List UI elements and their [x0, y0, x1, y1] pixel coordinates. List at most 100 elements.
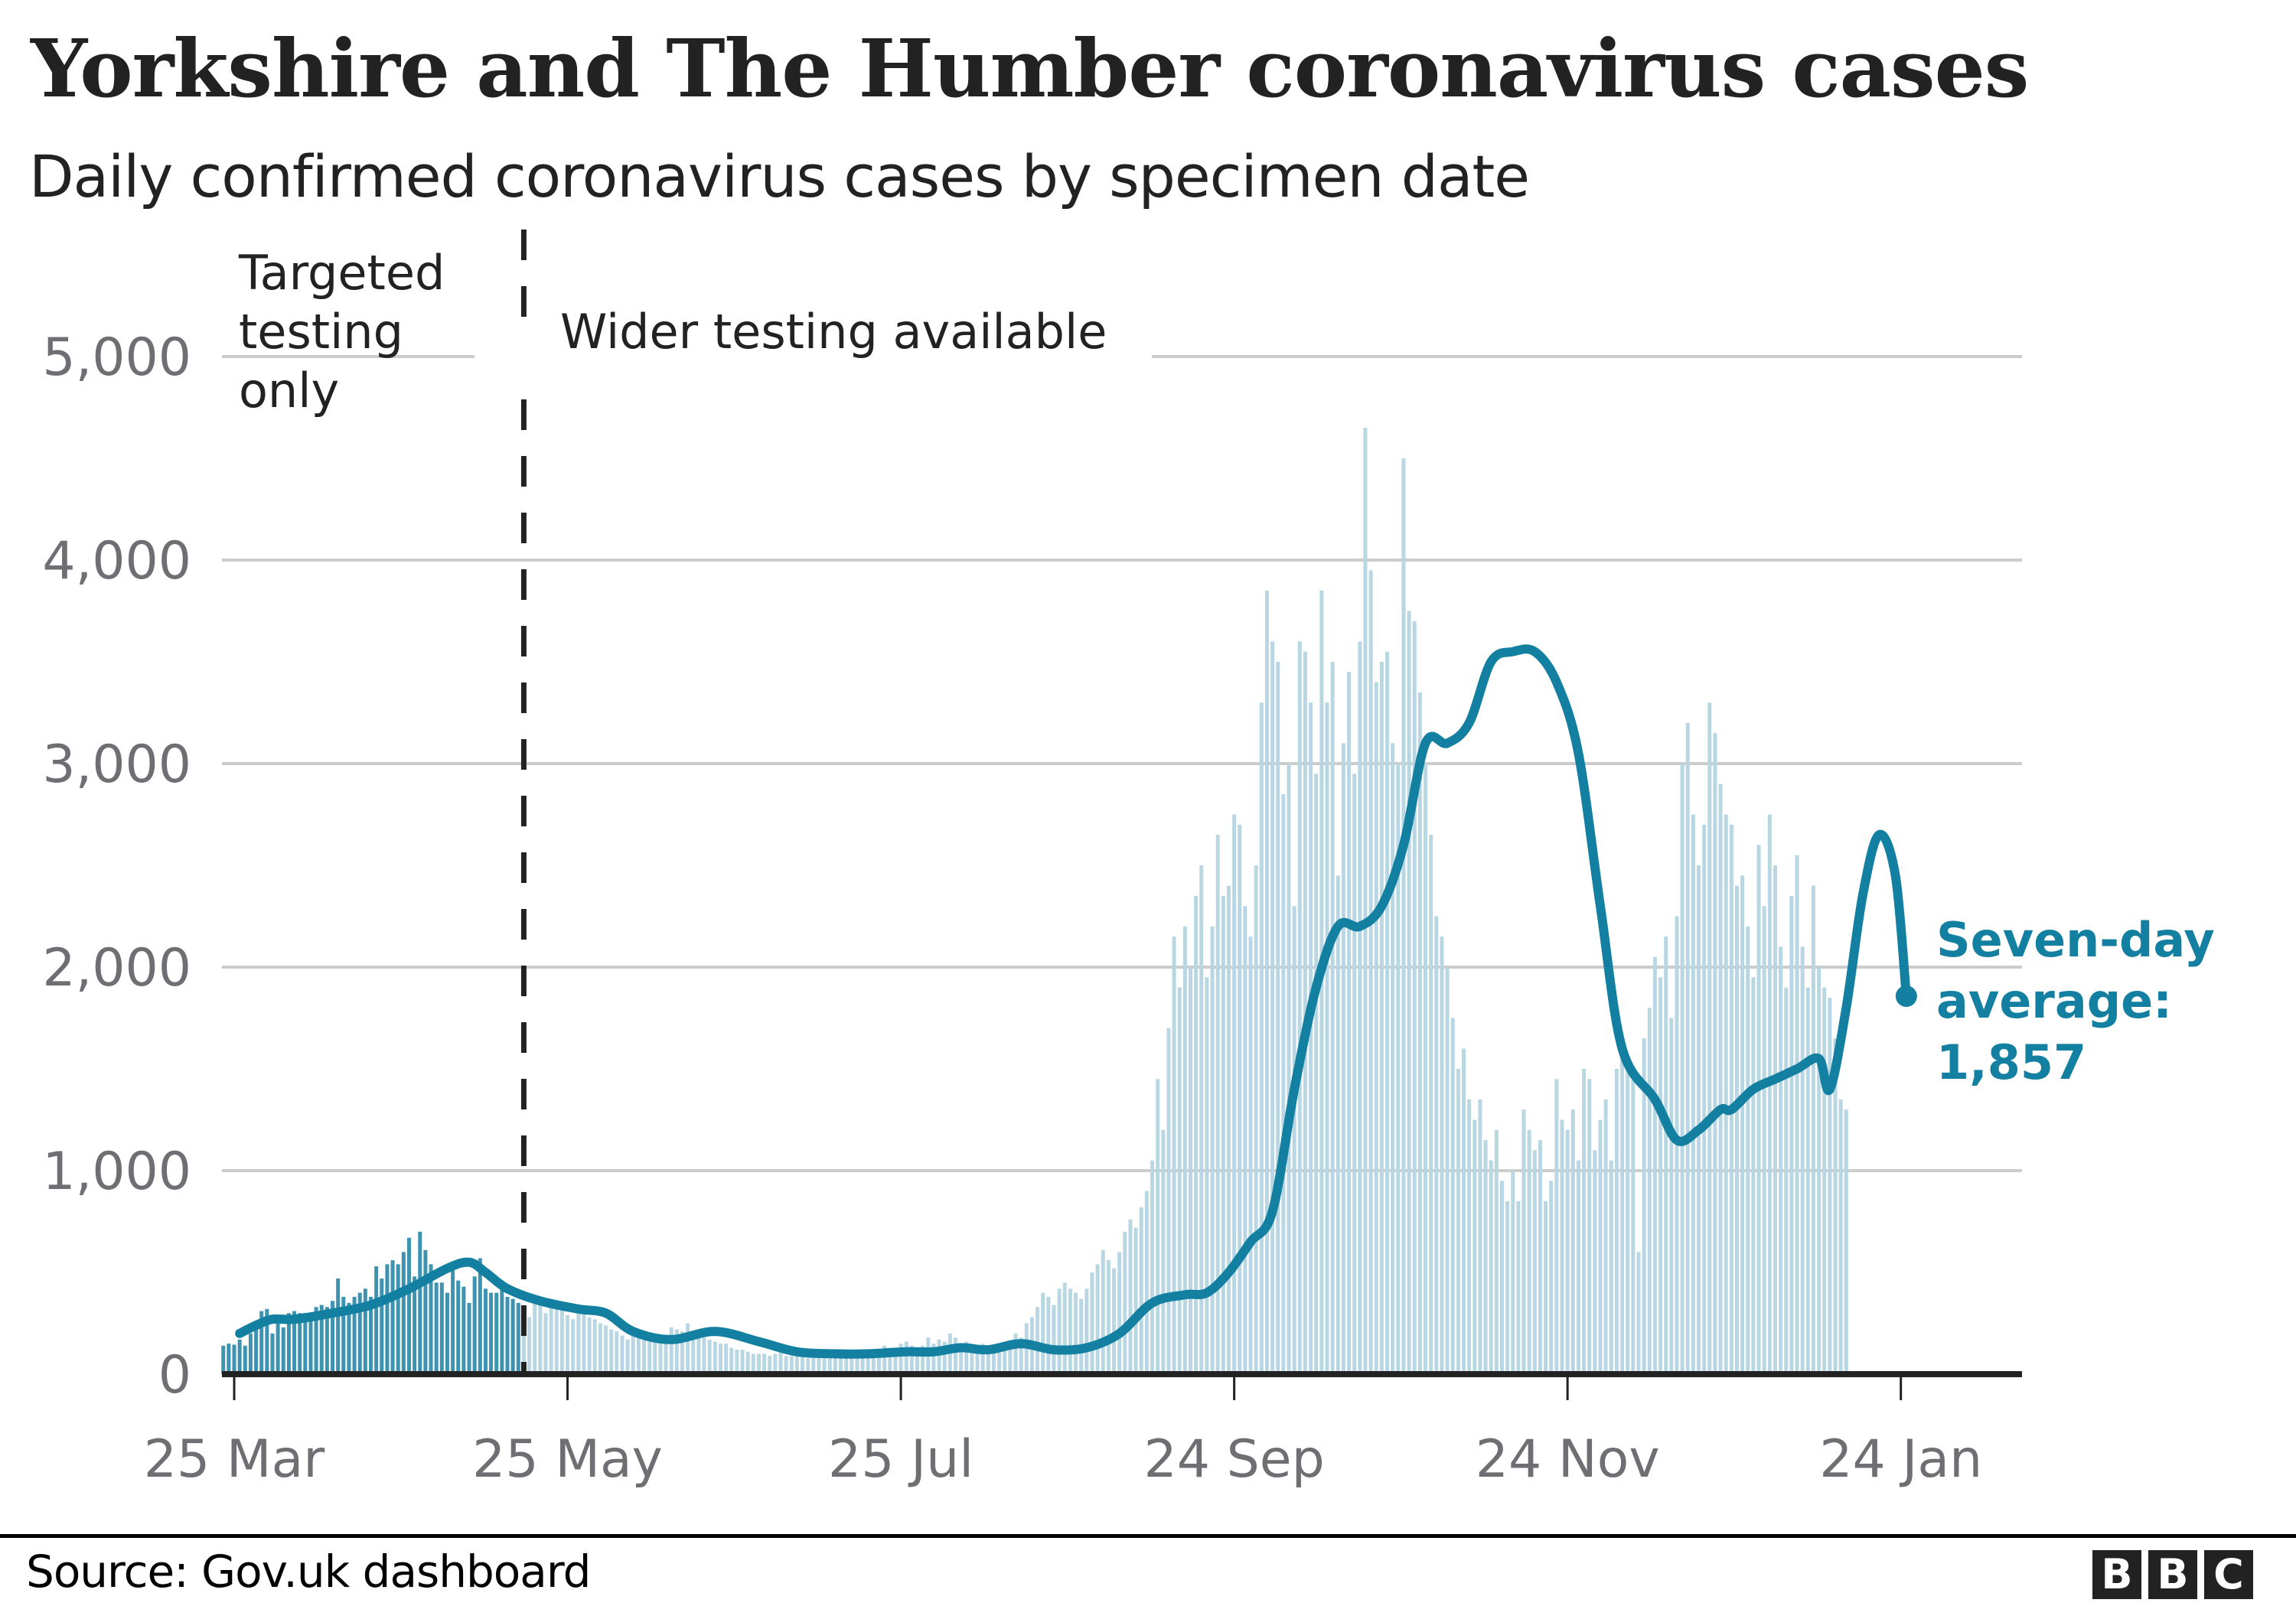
daily-bar — [1729, 824, 1733, 1374]
daily-bar — [1182, 926, 1187, 1374]
daily-bar — [533, 1301, 537, 1374]
daily-bar — [1685, 722, 1690, 1374]
daily-bar — [286, 1313, 291, 1374]
daily-bar — [1767, 814, 1772, 1374]
daily-bar — [1478, 1099, 1482, 1374]
daily-bar — [1462, 1048, 1466, 1374]
daily-bar — [1614, 1069, 1619, 1374]
x-axis-labels: 25 Mar 25 May 25 Jul 24 Sep 24 Nov 24 Jan — [144, 1377, 1982, 1490]
daily-bar — [740, 1350, 745, 1374]
daily-bar — [1467, 1099, 1472, 1374]
daily-bar — [1489, 1160, 1493, 1374]
daily-bar — [997, 1351, 1002, 1374]
daily-bar — [664, 1335, 668, 1374]
daily-bar — [270, 1333, 275, 1374]
daily-bar — [1287, 764, 1291, 1374]
daily-bar — [1347, 672, 1352, 1374]
daily-bar — [964, 1341, 969, 1374]
daily-bar — [718, 1344, 722, 1374]
daily-bar — [500, 1288, 504, 1374]
daily-bar — [1647, 1008, 1652, 1374]
daily-bar — [292, 1311, 297, 1374]
daily-bar — [904, 1341, 908, 1374]
y-axis-labels: 0 1,000 2,000 3,000 4,000 5,000 — [42, 327, 191, 1406]
daily-bar — [576, 1311, 581, 1374]
daily-bar — [489, 1292, 494, 1374]
x-tick-label: 24 Jan — [1819, 1429, 1982, 1490]
daily-bar — [1697, 865, 1701, 1374]
daily-bar — [975, 1345, 980, 1374]
daily-bar — [1156, 1079, 1160, 1374]
daily-bar — [959, 1345, 964, 1374]
daily-bar — [1516, 1200, 1521, 1374]
daily-bar — [1822, 987, 1827, 1374]
daily-bar — [1456, 1069, 1460, 1374]
daily-bar — [707, 1339, 712, 1374]
daily-bar — [1664, 937, 1668, 1374]
daily-bar — [794, 1356, 799, 1374]
daily-bar — [1570, 1109, 1575, 1374]
daily-bar — [713, 1341, 717, 1374]
daily-bar — [1450, 1018, 1455, 1374]
daily-bar — [380, 1278, 384, 1374]
daily-bar — [1565, 1129, 1570, 1374]
daily-bar — [1746, 926, 1750, 1374]
daily-bar — [259, 1311, 264, 1374]
x-tick-label: 24 Sep — [1143, 1429, 1324, 1490]
daily-bar — [237, 1339, 242, 1374]
daily-bar — [768, 1356, 772, 1374]
avg-label-line1: Seven-day — [1936, 912, 2215, 968]
y-tick-label: 2,000 — [42, 938, 191, 998]
daily-bar — [1762, 906, 1766, 1374]
daily-bar — [308, 1321, 313, 1374]
daily-bar — [319, 1305, 324, 1374]
daily-bar — [1702, 824, 1707, 1374]
daily-bar — [1101, 1249, 1105, 1374]
x-tick-label: 25 Jul — [828, 1429, 974, 1490]
daily-bar — [833, 1356, 837, 1374]
daily-bar — [1003, 1350, 1007, 1374]
daily-bar — [806, 1357, 810, 1374]
daily-bar — [669, 1327, 673, 1374]
seven-day-average-line — [235, 644, 1911, 1359]
daily-bar — [1336, 875, 1340, 1374]
daily-bar — [505, 1296, 510, 1374]
daily-bar — [1833, 1038, 1838, 1374]
daily-bar — [1391, 743, 1395, 1374]
daily-bar — [1166, 1028, 1171, 1374]
daily-bar — [1264, 590, 1269, 1374]
daily-bar — [1527, 1129, 1531, 1374]
daily-bar — [406, 1237, 411, 1374]
daily-bar — [1226, 885, 1231, 1374]
daily-bar — [456, 1280, 461, 1374]
daily-bar — [1259, 702, 1264, 1374]
avg-label-value: 1,857 — [1936, 1034, 2086, 1090]
daily-bar — [1281, 793, 1286, 1374]
daily-bar — [1789, 895, 1794, 1374]
daily-bar — [1636, 1252, 1641, 1374]
daily-bar — [882, 1345, 887, 1374]
daily-bar — [429, 1264, 433, 1374]
daily-bar — [1330, 662, 1335, 1374]
daily-bar — [1172, 937, 1176, 1374]
daily-bar — [680, 1331, 684, 1374]
daily-bar — [970, 1347, 974, 1374]
daily-bar — [604, 1325, 608, 1374]
daily-bar — [1544, 1200, 1548, 1374]
daily-bar — [254, 1325, 259, 1374]
seven-day-average-endpoint — [1895, 985, 1917, 1008]
daily-bar — [1303, 651, 1307, 1374]
daily-bar — [494, 1292, 499, 1374]
daily-bar — [1243, 906, 1247, 1374]
daily-bar — [915, 1347, 919, 1374]
daily-bar — [478, 1258, 482, 1374]
daily-bar — [1598, 1119, 1603, 1374]
daily-bar — [1505, 1200, 1510, 1374]
daily-bar — [1609, 1160, 1613, 1374]
daily-bar — [1434, 916, 1439, 1374]
daily-bar — [1133, 1227, 1138, 1374]
daily-bar — [953, 1337, 957, 1374]
daily-bar — [1756, 845, 1761, 1374]
daily-bar — [1309, 702, 1313, 1374]
